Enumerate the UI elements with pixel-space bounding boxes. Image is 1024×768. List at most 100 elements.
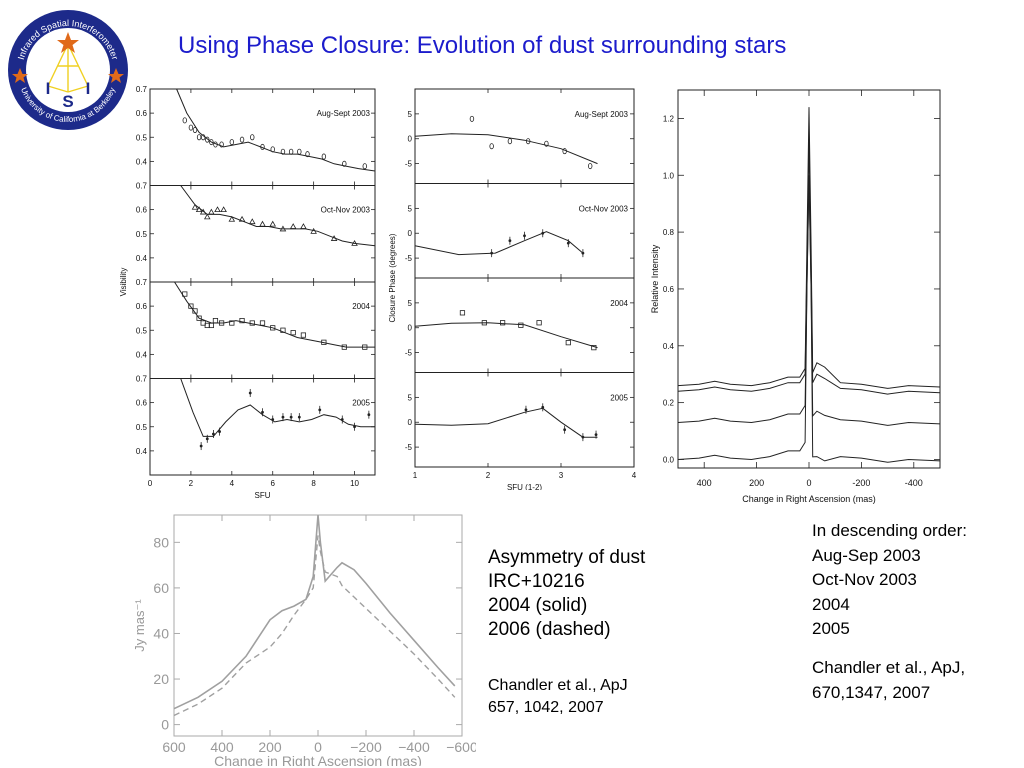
data-point xyxy=(196,134,202,141)
data-point xyxy=(566,241,570,245)
data-point xyxy=(280,327,286,333)
x-tick-label: 1 xyxy=(413,471,418,480)
panel-3: 0.4 0.5 0.6 0.7 2004 xyxy=(136,278,376,379)
y-tick-label: 80 xyxy=(153,534,169,550)
reference-line: Chandler et al., ApJ xyxy=(488,677,628,694)
caption-line: 2004 (solid) xyxy=(488,595,588,616)
y-tick-label: 0 xyxy=(161,717,169,733)
y-tick-label: 5 xyxy=(408,299,413,308)
y-tick-label: 5 xyxy=(408,204,413,213)
logo-center-star-icon xyxy=(57,32,79,53)
data-point xyxy=(188,124,194,131)
y-tick-label: 0.4 xyxy=(663,342,675,351)
panel-label: 2005 xyxy=(352,399,370,408)
data-point xyxy=(281,415,285,419)
data-point xyxy=(239,136,245,143)
data-point xyxy=(594,433,598,437)
data-point xyxy=(351,239,358,246)
closure-phase-chart: -5 0 5 Aug-Sept 2003 -5 0 5 Oct-Nov 2003 -5 0 5 200… xyxy=(388,88,637,490)
data-point xyxy=(541,405,545,409)
y-tick-label: 0.7 xyxy=(136,278,148,287)
y-tick-label: 0.2 xyxy=(663,399,675,408)
data-point xyxy=(209,139,214,146)
y-tick-label: 0.8 xyxy=(663,228,675,237)
visibility-chart: 0.4 0.5 0.6 0.7 Aug-Sept 2003 0.4 0.5 0.6 0.7 Oct… xyxy=(119,85,376,500)
logo-letter-i-right: I xyxy=(86,79,91,98)
data-point xyxy=(270,146,275,153)
data-point xyxy=(205,437,209,441)
data-point xyxy=(290,330,296,336)
data-point xyxy=(260,143,265,150)
panel-4: -5 0 5 2005 xyxy=(405,372,635,468)
model-curve xyxy=(174,281,375,348)
panel-frame xyxy=(414,372,635,468)
data-point xyxy=(289,223,297,229)
data-point xyxy=(208,322,214,329)
data-point xyxy=(541,231,545,235)
data-point xyxy=(297,148,302,155)
data-point xyxy=(490,251,494,255)
y-tick-label: 20 xyxy=(153,671,169,687)
y-axis-label: Visibility xyxy=(119,268,128,297)
data-point xyxy=(508,239,512,243)
model-curve xyxy=(414,231,584,256)
data-point xyxy=(321,339,327,345)
x-tick-label: 0 xyxy=(148,479,153,488)
data-point xyxy=(261,410,264,414)
data-point xyxy=(523,234,526,238)
panel-frame xyxy=(149,378,376,476)
data-point xyxy=(489,143,494,150)
x-axis-label: Change in Right Ascension (mas) xyxy=(742,494,876,504)
data-point xyxy=(525,138,531,145)
right-reference: Chandler et al., ApJ, 670,1347, 2007 xyxy=(812,656,965,705)
data-point xyxy=(321,153,327,160)
y-tick-label: 0 xyxy=(408,135,413,144)
panel-2: 0.4 0.5 0.6 0.7 Oct-Nov 2003 xyxy=(136,182,376,283)
data-point xyxy=(469,115,475,122)
x-tick-label: 200 xyxy=(749,478,764,488)
data-point xyxy=(367,413,371,417)
panel-4: 0.4 0.5 0.6 0.7 2005 xyxy=(136,375,376,476)
data-point xyxy=(289,415,293,419)
model-curve xyxy=(414,133,598,165)
x-tick-label: -200 xyxy=(852,478,870,488)
panel-label: 2005 xyxy=(610,394,628,403)
y-tick-label: 0.7 xyxy=(136,375,148,384)
relative-intensity-chart: 0.0 0.2 0.4 0.6 0.8 1.0 1.2 400 200 0 -200 -400 Chan… xyxy=(650,89,941,504)
panel-frame xyxy=(149,185,376,283)
asymmetry-chart: 0 20 40 60 80 600 400 200 0 −200 −400 −600 Change in… xyxy=(132,514,476,766)
y-tick-label: 0.7 xyxy=(136,182,148,191)
data-point xyxy=(259,220,266,227)
x-tick-label: 3 xyxy=(559,471,564,480)
data-point xyxy=(300,223,307,229)
caption-line: Asymmetry of dust xyxy=(488,547,646,568)
intensity-series-2 xyxy=(677,141,941,395)
caption-line: 2006 (dashed) xyxy=(488,619,611,640)
x-axis-label: SFU xyxy=(255,491,271,500)
data-point xyxy=(507,138,513,145)
data-point xyxy=(459,310,466,316)
x-tick-label: -400 xyxy=(905,478,923,488)
y-axis-label: Jy mas⁻¹ xyxy=(132,599,147,652)
intensity-series-4 xyxy=(677,178,941,463)
plot-frame xyxy=(173,514,463,737)
y-tick-label: 0 xyxy=(408,418,413,427)
data-point xyxy=(212,432,215,436)
data-point xyxy=(212,317,219,324)
panel-frame xyxy=(414,183,635,279)
reference-line: 670,1347, 2007 xyxy=(812,682,931,702)
data-point xyxy=(219,141,224,148)
data-point xyxy=(259,320,266,326)
y-tick-label: 0.5 xyxy=(136,326,148,335)
y-tick-label: 0.5 xyxy=(136,133,148,142)
y-tick-label: 0.6 xyxy=(136,109,148,118)
data-point xyxy=(524,408,528,412)
reference-line: 657, 1042, 2007 xyxy=(488,699,604,716)
y-axis-label: Closure Phase (degrees) xyxy=(388,233,397,322)
panel-label: Oct-Nov 2003 xyxy=(321,206,371,215)
logo-right-star-icon xyxy=(108,68,124,83)
panel-label: Aug-Sept 2003 xyxy=(575,110,629,119)
x-tick-label: 10 xyxy=(350,479,359,488)
y-tick-label: 60 xyxy=(153,580,169,596)
caption-line: Aug-Sep 2003 xyxy=(812,545,921,565)
